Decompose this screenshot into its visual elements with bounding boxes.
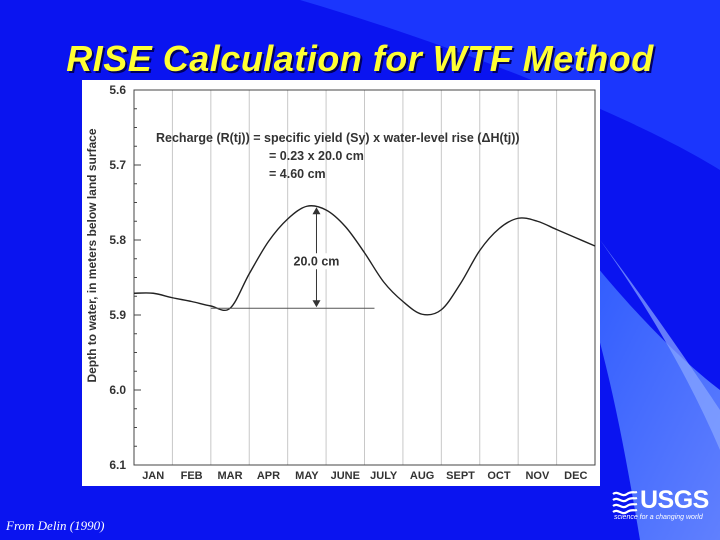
recharge-equation: Recharge (R(tj)) = specific yield (Sy) x… <box>156 131 520 145</box>
usgs-logo: USGS science for a changing world <box>612 486 712 524</box>
rise-label: 20.0 cm <box>294 254 340 268</box>
y-tick-label: 5.8 <box>109 233 126 247</box>
usgs-logo-word: USGS <box>640 486 709 514</box>
source-credit: From Delin (1990) <box>6 518 105 533</box>
annotations: Recharge (R(tj)) = specific yield (Sy) x… <box>156 131 520 309</box>
x-tick-label: DEC <box>564 470 587 482</box>
x-tick-label: APR <box>257 470 280 482</box>
x-tick-label: JULY <box>370 470 398 482</box>
rise-arrow-head-up <box>312 207 321 215</box>
water-level-chart: 5.6 5.7 5.8 5.9 6.0 6.1 Depth to water, in met… <box>85 83 596 482</box>
slide-title: RISE Calculation for WTF Method <box>66 38 654 79</box>
x-tick-label: FEB <box>181 470 203 482</box>
x-tick-label: OCT <box>487 470 511 482</box>
x-tick-label: AUG <box>410 470 434 482</box>
axes: 5.6 5.7 5.8 5.9 6.0 6.1 Depth to water, in met… <box>85 83 596 482</box>
usgs-logo-tagline: science for a changing world <box>614 514 703 521</box>
chart-panel: 5.6 5.7 5.8 5.9 6.0 6.1 Depth to water, in met… <box>82 80 600 486</box>
series <box>133 205 596 316</box>
y-tick-label: 5.6 <box>109 83 126 97</box>
y-tick-label: 6.1 <box>109 458 126 472</box>
recharge-equation-line: = 4.60 cm <box>269 167 326 181</box>
usgs-wave-icon <box>612 490 638 515</box>
x-tick-label: NOV <box>525 470 550 482</box>
y-axis-label: Depth to water, in meters below land sur… <box>85 128 99 382</box>
y-tick-label: 5.7 <box>109 158 126 172</box>
y-tick-label: 6.0 <box>109 383 126 397</box>
x-tick-label: MAY <box>295 470 319 482</box>
x-tick-label: JAN <box>142 470 164 482</box>
recharge-equation-line: = 0.23 x 20.0 cm <box>269 149 364 163</box>
rise-arrow-head-down <box>312 300 321 308</box>
x-tick-label: SEPT <box>446 470 475 482</box>
series-line <box>133 205 596 316</box>
x-tick-label: JUNE <box>331 470 360 482</box>
grid <box>171 90 558 465</box>
y-tick-label: 5.9 <box>109 308 126 322</box>
rise-label-bg <box>294 253 341 270</box>
x-tick-label: MAR <box>218 470 243 482</box>
